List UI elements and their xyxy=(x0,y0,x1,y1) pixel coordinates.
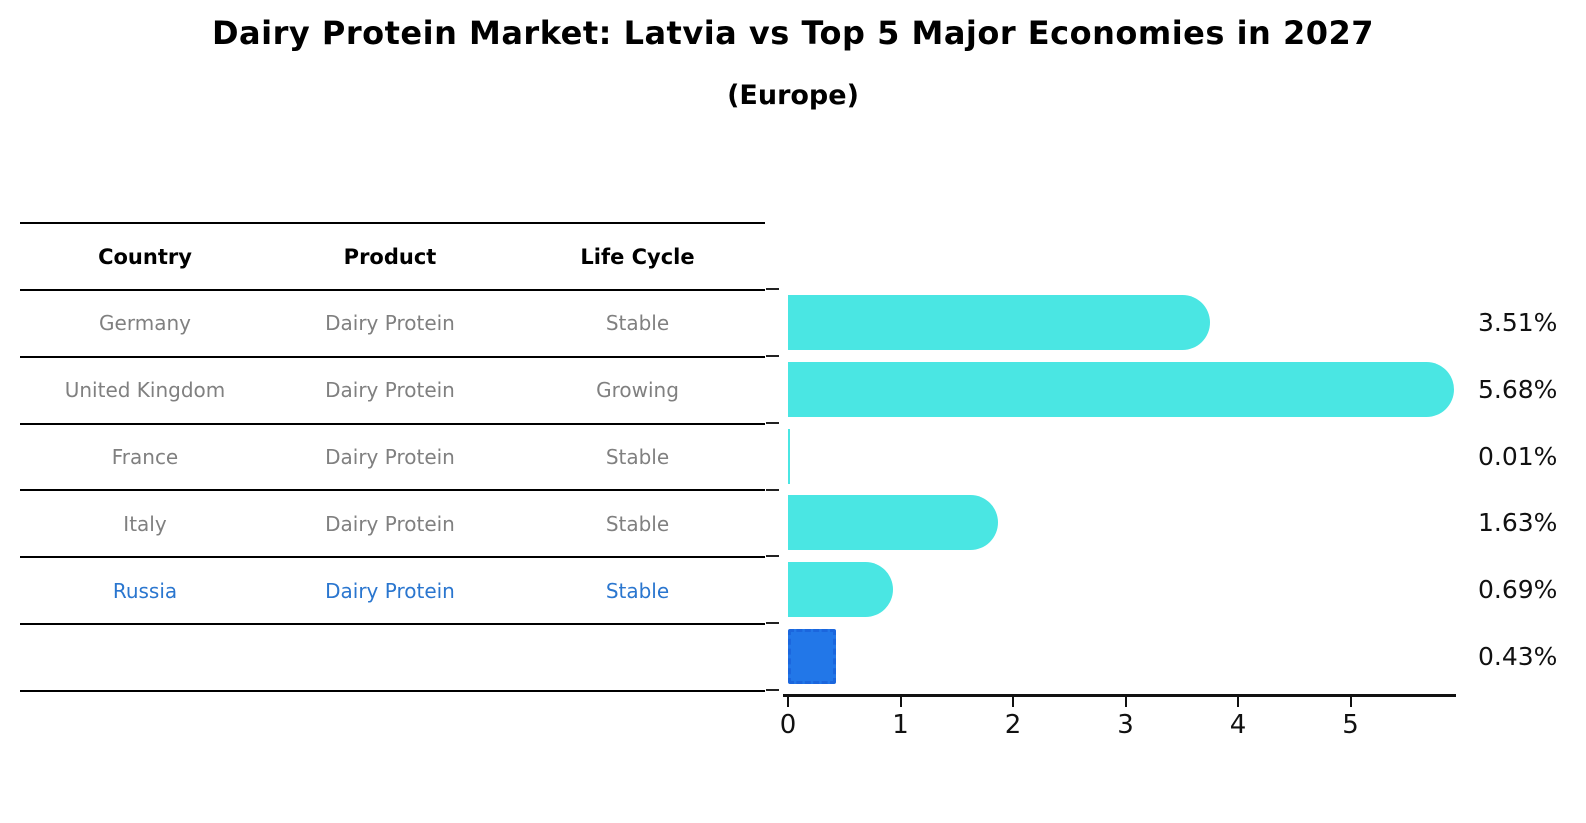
header-country: Country xyxy=(98,244,192,269)
cell-life-cycle: Stable xyxy=(605,311,670,336)
x-axis-tick xyxy=(899,695,902,707)
cell-product: Dairy Protein xyxy=(325,578,455,603)
cell-country: France xyxy=(111,444,179,469)
table-row-united-kingdom: United Kingdom Dairy Protein Growing xyxy=(20,358,765,425)
x-axis-tick-label: 3 xyxy=(1117,710,1134,740)
y-axis-tick xyxy=(766,421,779,424)
value-label: 5.68% xyxy=(1478,374,1558,404)
x-axis-tick-label: 4 xyxy=(1229,710,1247,740)
value-label: 0.01% xyxy=(1478,441,1558,471)
y-axis-tick xyxy=(766,354,779,357)
country-table: Country Product Life Cycle Germany Dairy… xyxy=(20,222,765,692)
cell-product: Dairy Protein xyxy=(325,378,455,403)
cell-life-cycle: Stable xyxy=(605,444,670,469)
x-axis-tick-label: 5 xyxy=(1342,710,1359,740)
bar-united-kingdom xyxy=(788,361,1454,417)
table-row-russia: Russia Dairy Protein Stable xyxy=(20,558,765,625)
y-axis-tick xyxy=(766,488,779,491)
cell-life-cycle: Growing xyxy=(596,378,679,403)
x-axis-tick xyxy=(787,695,789,707)
x-axis-tick xyxy=(1349,695,1352,707)
cell-life-cycle xyxy=(510,625,765,690)
cell-country: Russia xyxy=(112,578,178,603)
x-axis-tick-label: 2 xyxy=(1004,710,1022,740)
header-product: Product xyxy=(343,244,437,269)
x-axis-tick xyxy=(1237,695,1239,707)
cell-country xyxy=(20,625,270,690)
cell-life-cycle: Stable xyxy=(605,511,670,536)
cell-product: Dairy Protein xyxy=(325,311,455,336)
table-row-france: France Dairy Protein Stable xyxy=(20,425,765,492)
cell-country: Italy xyxy=(123,511,167,536)
value-label: 0.43% xyxy=(1478,642,1558,672)
y-axis-tick xyxy=(766,288,779,290)
cell-country: United Kingdom xyxy=(64,378,226,403)
table-row-italy: Italy Dairy Protein Stable xyxy=(20,491,765,559)
cell-product: Dairy Protein xyxy=(325,511,455,536)
table-row-latvia xyxy=(20,625,765,690)
x-axis-tick xyxy=(1012,695,1014,707)
bar-france xyxy=(788,428,790,484)
header-life-cycle: Life Cycle xyxy=(580,244,695,269)
cell-product: Dairy Protein xyxy=(325,444,455,469)
bar-germany xyxy=(788,294,1210,350)
value-label: 3.51% xyxy=(1478,307,1558,337)
x-axis-tick-label: 0 xyxy=(779,710,797,740)
bar-russia xyxy=(788,562,893,618)
value-label: 0.69% xyxy=(1478,575,1558,605)
table-row-germany: Germany Dairy Protein Stable xyxy=(20,291,765,358)
value-label: 1.63% xyxy=(1478,508,1558,538)
cell-country: Germany xyxy=(99,311,191,336)
x-axis-line xyxy=(783,694,1456,697)
y-axis-tick xyxy=(766,622,779,625)
x-axis-tick-label: 1 xyxy=(892,710,909,740)
cell-product xyxy=(270,625,510,690)
y-axis-tick xyxy=(766,689,779,691)
cell-life-cycle: Stable xyxy=(605,578,670,603)
bar-italy xyxy=(788,495,999,551)
table-header-row: Country Product Life Cycle xyxy=(20,224,765,291)
bar-latvia-highlighted xyxy=(788,629,837,685)
y-axis-tick xyxy=(766,555,779,558)
chart-subtitle: (Europe) xyxy=(727,80,859,111)
chart-title: Dairy Protein Market: Latvia vs Top 5 Ma… xyxy=(211,14,1375,52)
x-axis-tick xyxy=(1124,695,1127,707)
